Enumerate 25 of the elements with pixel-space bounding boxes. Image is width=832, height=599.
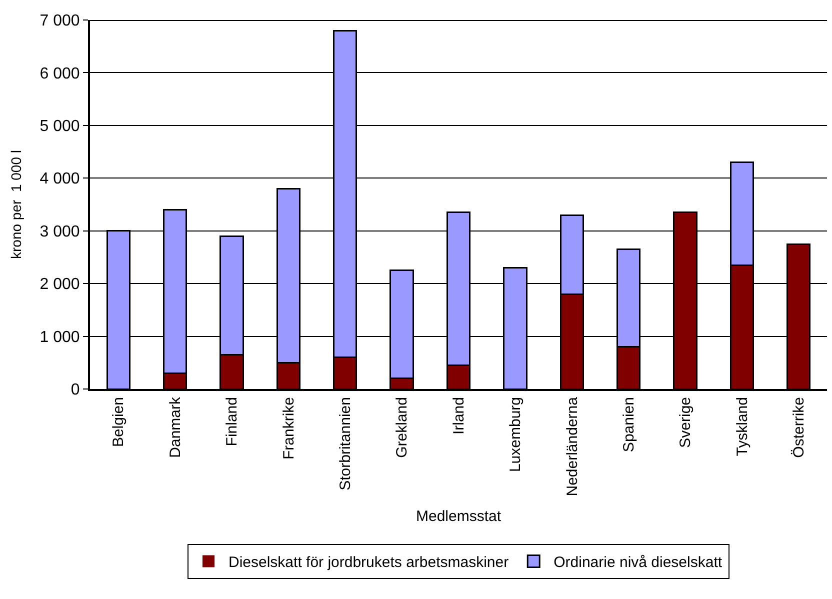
- x-tick-label: Belgien: [110, 397, 128, 448]
- x-tick-label: Frankrike: [280, 397, 298, 460]
- legend-label: Dieselskatt för jordbrukets arbetsmaskiner: [228, 554, 509, 572]
- x-tick-label: Danmark: [166, 396, 184, 458]
- y-tick-label: 3 000: [40, 223, 80, 240]
- x-tick-label: Spanien: [620, 397, 638, 452]
- x-axis-title: Medlemsstat: [416, 508, 502, 525]
- x-tick-label: Tyskland: [734, 397, 751, 456]
- x-tick-label: Luxemburg: [507, 397, 524, 472]
- y-tick-label: 4 000: [40, 170, 80, 188]
- legend-label: Ordinarie nivå dieselskatt: [554, 554, 723, 572]
- x-tick-label: Storbritannien: [336, 397, 354, 490]
- y-axis-title: krono per 1 000 l: [8, 150, 24, 259]
- y-tick-label: 7 000: [40, 12, 80, 30]
- x-tick-label: Österrike: [790, 397, 808, 458]
- y-tick-label: 5 000: [40, 118, 80, 136]
- x-tick-label: Grekland: [394, 397, 411, 458]
- y-tick-label: 2 000: [40, 276, 80, 294]
- y-tick-label: 6 000: [40, 65, 80, 82]
- y-tick-label: 0: [70, 382, 80, 399]
- x-tick-label: Sverige: [677, 397, 694, 448]
- x-tick-label: Irland: [450, 397, 468, 435]
- y-tick-label: 1 000: [40, 328, 80, 346]
- x-tick-label: Finland: [224, 397, 241, 446]
- x-tick-label: Nederländerna: [564, 396, 581, 496]
